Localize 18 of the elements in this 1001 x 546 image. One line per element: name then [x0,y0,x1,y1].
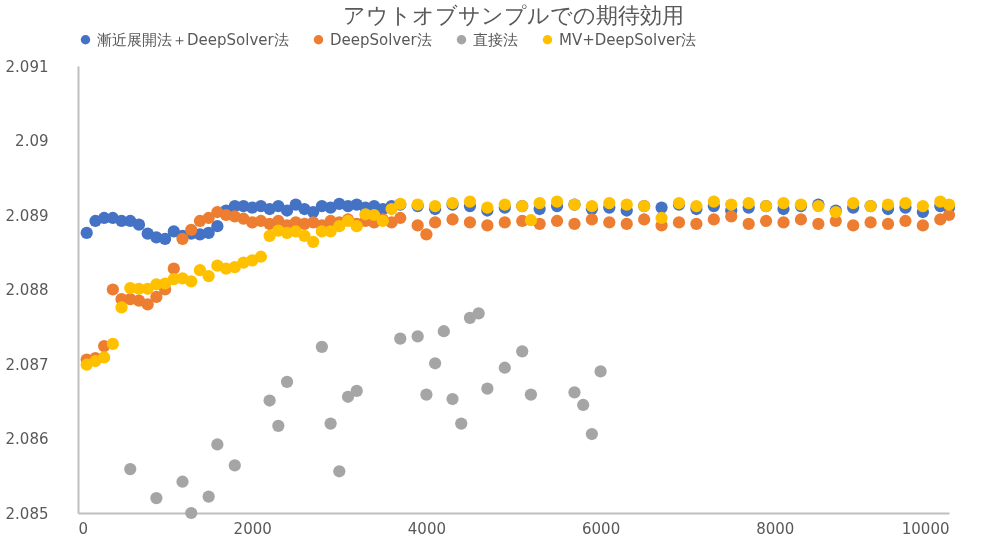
y-tick-label: 2.09 [15,132,49,150]
y-tick-label: 2.088 [5,281,49,299]
x-tick-label: 8000 [756,519,795,538]
y-tick-label: 2.087 [5,355,49,374]
x-tick-label: 0 [78,519,89,538]
legend-label: MV+DeepSolver法 [559,30,697,49]
y-tick-label: 2.086 [5,430,49,448]
y-tick-label: 2.085 [5,504,49,523]
x-tick-label: 2000 [233,519,272,538]
chart-title: アウトオブサンプルでの期待効用 [343,3,684,28]
legend-label: 漸近展開法＋DeepSolver法 [97,30,289,49]
x-tick-label: 4000 [407,519,446,538]
legend-label: 直接法 [473,30,518,49]
y-tick-label: 2.091 [5,57,49,76]
legend-label: DeepSolver法 [330,30,432,49]
x-tick-label: 6000 [582,519,621,538]
y-tick-label: 2.089 [5,206,49,225]
x-tick-label: 10000 [901,519,950,538]
